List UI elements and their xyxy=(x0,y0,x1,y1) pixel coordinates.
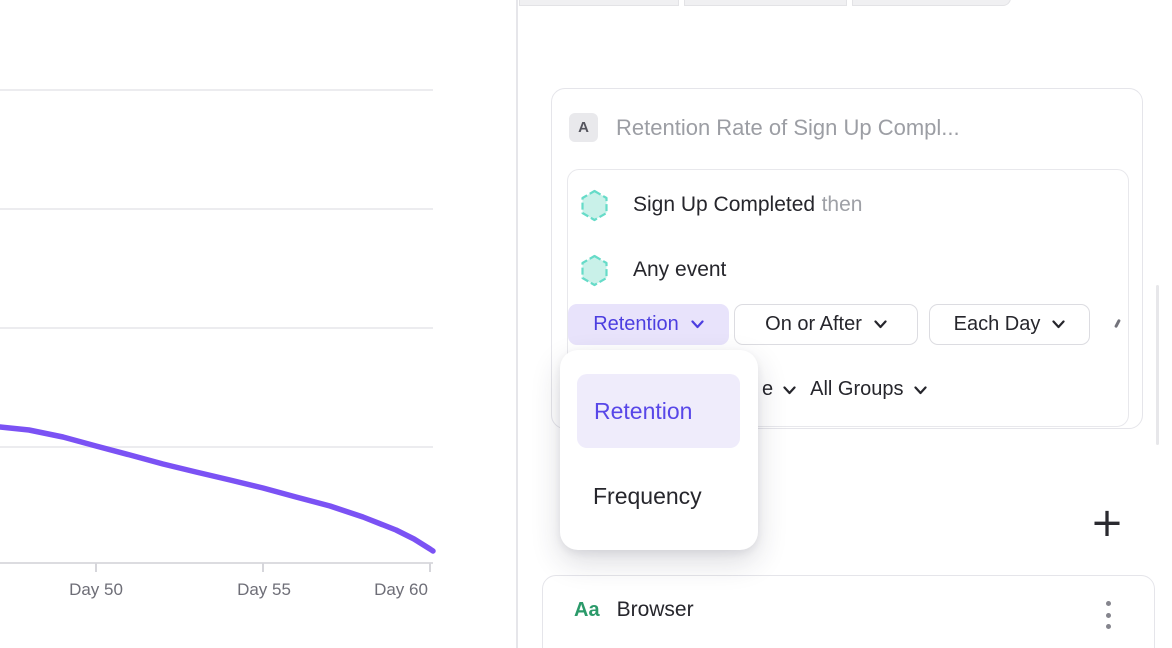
event-suffix: then xyxy=(821,193,863,216)
property-row[interactable]: Aa Browser xyxy=(574,598,694,622)
metric-dropdown-label: Retention xyxy=(593,313,679,335)
string-type-icon: Aa xyxy=(574,598,600,621)
property-card-browser: Aa Browser xyxy=(542,575,1155,648)
chevron-down-icon xyxy=(913,386,927,395)
pane-divider xyxy=(516,0,518,648)
clipped-icon-fragment xyxy=(1114,318,1121,329)
series-badge: A xyxy=(569,113,598,142)
clipped-tab-2[interactable] xyxy=(684,0,847,6)
on-or-after-label: On or After xyxy=(765,313,862,335)
each-day-dropdown-button[interactable]: Each Day xyxy=(929,304,1090,345)
menu-item-frequency[interactable]: Frequency xyxy=(593,482,702,509)
metric-dropdown-menu: Retention Frequency xyxy=(560,350,758,550)
chevron-down-icon xyxy=(783,386,796,395)
query-card-header: A Retention Rate of Sign Up Compl... xyxy=(569,113,960,142)
retention-chart-pane: Day 50 Day 55 Day 60 xyxy=(0,0,517,648)
each-day-label: Each Day xyxy=(953,313,1041,335)
property-name: Browser xyxy=(616,598,694,621)
x-axis-label: Day 50 xyxy=(69,580,123,599)
x-axis-label: Day 55 xyxy=(237,580,291,599)
menu-item-retention[interactable]: Retention xyxy=(577,374,740,448)
event-name[interactable]: Any event xyxy=(633,258,727,281)
clipped-tab-1[interactable] xyxy=(519,0,679,6)
on-or-after-dropdown-button[interactable]: On or After xyxy=(734,304,918,345)
metric-dropdown-button[interactable]: Retention xyxy=(568,304,729,345)
event-row-sign-up-completed[interactable]: Sign Up Completed then xyxy=(580,188,862,222)
event-hexagon-icon xyxy=(581,254,608,286)
obscured-dropdown-fragment[interactable]: e xyxy=(762,378,774,400)
event-hexagon-icon xyxy=(581,189,608,221)
chevron-down-icon xyxy=(1052,320,1065,329)
clipped-tab-3[interactable] xyxy=(852,0,1011,6)
event-row-any-event[interactable]: Any event xyxy=(580,253,726,287)
all-groups-dropdown[interactable]: All Groups xyxy=(810,378,904,400)
retention-line-chart xyxy=(0,89,436,572)
chevron-down-icon xyxy=(874,320,887,329)
query-title-input[interactable]: Retention Rate of Sign Up Compl... xyxy=(616,114,960,140)
x-axis-label: Day 60 xyxy=(374,580,428,599)
kebab-menu-icon[interactable] xyxy=(1098,598,1118,632)
add-button[interactable]: + xyxy=(1086,500,1128,546)
chevron-down-icon xyxy=(691,320,704,329)
scrollbar-thumb[interactable] xyxy=(1156,285,1159,445)
event-name[interactable]: Sign Up Completed xyxy=(633,193,816,216)
groups-row: e All Groups xyxy=(762,378,941,401)
